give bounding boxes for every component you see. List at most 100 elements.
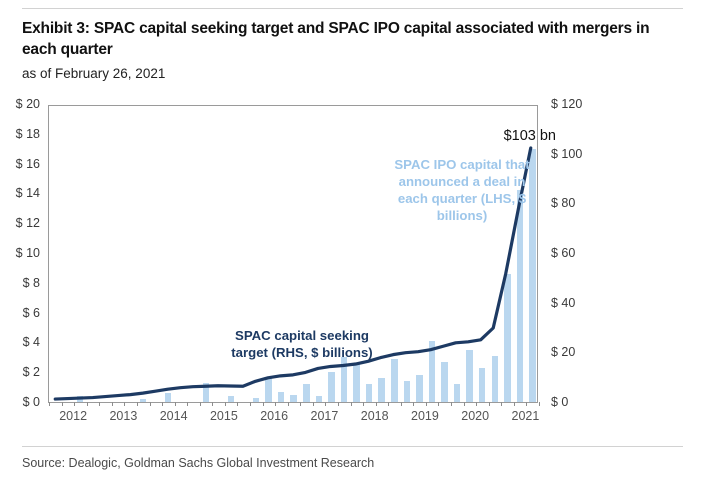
- y-axis-left-tick: $ 10: [15, 246, 40, 260]
- x-axis-tick: [174, 402, 176, 406]
- x-axis-label: 2012: [59, 409, 88, 423]
- x-axis-tick: [136, 402, 138, 406]
- x-axis-tick: [187, 402, 189, 406]
- x-axis-tick: [74, 402, 76, 406]
- x-axis-tick: [513, 402, 515, 406]
- bar: [340, 357, 348, 402]
- x-axis-tick: [488, 402, 490, 406]
- page-title: Exhibit 3: SPAC capital seeking target a…: [22, 20, 650, 58]
- y-axis-right-tick: $ 120: [551, 97, 583, 111]
- x-axis-label: 2020: [461, 409, 490, 423]
- y-axis-left-tick: $ 20: [15, 97, 40, 111]
- x-axis-tick: [162, 402, 164, 406]
- annotation-spac-ipo-capital: SPAC IPO capital that announced a deal i…: [394, 157, 530, 223]
- x-axis-label: 2018: [360, 409, 389, 423]
- x-axis-tick: [438, 402, 440, 406]
- x-axis-tick: [49, 402, 50, 406]
- bar: [478, 367, 486, 402]
- bar: [403, 381, 411, 402]
- line-series: [49, 106, 537, 402]
- bar: [365, 384, 373, 402]
- bar: [378, 378, 385, 402]
- x-axis-label: 2015: [209, 409, 238, 423]
- bar: [315, 396, 323, 402]
- x-axis-tick: [199, 402, 201, 406]
- x-axis-tick: [526, 402, 528, 406]
- bar: [504, 273, 511, 402]
- plot-area: SPAC IPO capital that announced a deal i…: [48, 105, 556, 406]
- x-axis-tick: [99, 402, 101, 406]
- bar: [441, 361, 448, 402]
- x-axis-tick: [312, 402, 314, 406]
- bar: [416, 375, 423, 402]
- bar: [290, 394, 297, 402]
- y-axis-left-tick: $ 12: [15, 216, 40, 231]
- bar: [466, 349, 473, 402]
- x-axis-tick: [413, 402, 415, 406]
- y-axis-left-tick: $ 2: [22, 365, 40, 380]
- x-axis-label: 2014: [159, 409, 188, 423]
- bar: [265, 378, 272, 402]
- bar: [227, 396, 235, 402]
- bar: [328, 372, 335, 402]
- x-axis-tick: [350, 402, 352, 406]
- y-axis-left-tick: $ 18: [15, 126, 40, 141]
- top-divider: [22, 8, 683, 9]
- source-note: Source: Dealogic, Goldman Sachs Global I…: [22, 456, 375, 470]
- bar: [491, 355, 499, 402]
- x-axis-tick: [237, 402, 239, 406]
- bar: [277, 391, 285, 402]
- x-axis-tick: [388, 402, 390, 406]
- x-axis-tick: [363, 402, 365, 406]
- y-axis-right-tick: $ 20: [551, 345, 576, 360]
- x-axis-tick: [300, 402, 302, 406]
- x-axis-tick: [325, 402, 327, 406]
- page-subtitle: as of February 26, 2021: [22, 66, 166, 81]
- y-axis-left-tick: $ 0: [22, 395, 40, 409]
- x-axis-tick: [250, 402, 252, 406]
- x-axis-tick: [451, 402, 453, 406]
- y-axis-left-tick: $ 8: [22, 275, 40, 290]
- x-axis-tick: [425, 402, 427, 406]
- bar: [202, 382, 210, 402]
- y-axis-right-tick: $ 60: [551, 246, 576, 260]
- x-axis-tick: [501, 402, 503, 406]
- bar: [529, 148, 536, 402]
- bar: [390, 358, 398, 402]
- y-axis-right-tick: $ 40: [551, 295, 576, 310]
- x-axis-tick: [124, 402, 126, 406]
- x-axis-label: 2013: [109, 409, 138, 423]
- chart-container: $ 0 $ 2 $ 4 $ 6 $ 8 $ 10 $ 12 $ 14 $ 16 $ 18 $ 20 …: [0, 95, 705, 425]
- bar: [353, 363, 360, 402]
- bar: [516, 190, 524, 402]
- peak-value-label: $103 bn: [503, 128, 556, 144]
- x-axis-tick: [111, 402, 113, 406]
- x-axis-tick: [149, 402, 151, 406]
- x-axis-tick: [275, 402, 277, 406]
- y-axis-left-tick: $ 6: [22, 305, 40, 320]
- bar: [453, 384, 461, 402]
- annotation-spac-capital-seeking: SPAC capital seeking target (RHS, $ bill…: [231, 328, 373, 360]
- y-axis-right-tick: $ 100: [551, 146, 583, 161]
- bar: [164, 393, 172, 402]
- x-axis-tick: [476, 402, 478, 406]
- x-axis-tick: [400, 402, 402, 406]
- x-axis-tick: [539, 402, 540, 406]
- x-axis-tick: [224, 402, 226, 406]
- x-axis-label: 2017: [310, 409, 339, 423]
- x-axis-tick: [61, 402, 63, 406]
- x-axis-tick: [337, 402, 339, 406]
- bar: [303, 384, 310, 402]
- y-axis-right-tick: $ 80: [551, 196, 576, 211]
- x-axis-tick: [375, 402, 377, 406]
- x-axis-tick: [463, 402, 465, 406]
- y-axis-left-tick: $ 4: [22, 335, 40, 350]
- bottom-divider: [22, 446, 683, 447]
- x-axis-tick: [287, 402, 289, 406]
- y-axis-right-tick: $ 0: [551, 395, 569, 409]
- bar: [428, 340, 436, 402]
- x-axis-label: 2021: [511, 409, 540, 423]
- bar: [139, 399, 147, 402]
- bar: [252, 397, 260, 402]
- x-axis-tick: [86, 402, 88, 406]
